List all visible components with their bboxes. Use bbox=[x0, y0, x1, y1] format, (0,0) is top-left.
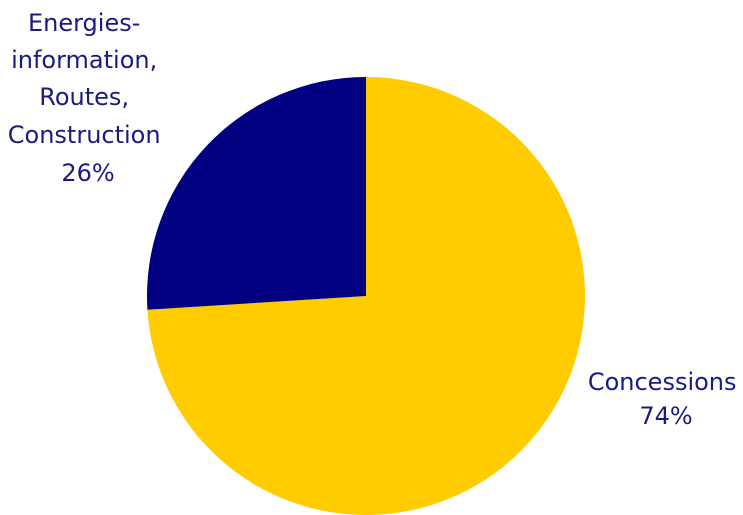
slice-value-energies: 26% bbox=[61, 159, 114, 187]
slice-label-energies-line-4: Construction bbox=[8, 121, 161, 149]
slice-label-energies-line-1: Energies- bbox=[28, 9, 140, 37]
slice-label-concessions-line-1: Concessions bbox=[588, 368, 737, 396]
slice-label-concessions: Concessions 74% bbox=[588, 368, 743, 430]
pie-slice-energies bbox=[146, 77, 366, 310]
pie-slice-concessions bbox=[147, 77, 585, 515]
pie-slices bbox=[146, 77, 585, 515]
slice-label-energies-line-3: Routes, bbox=[39, 83, 129, 111]
slice-label-energies-line-2: information, bbox=[11, 46, 157, 74]
slice-label-energies: Energies- information, Routes, Construct… bbox=[8, 9, 168, 187]
slice-value-concessions: 74% bbox=[639, 402, 692, 430]
